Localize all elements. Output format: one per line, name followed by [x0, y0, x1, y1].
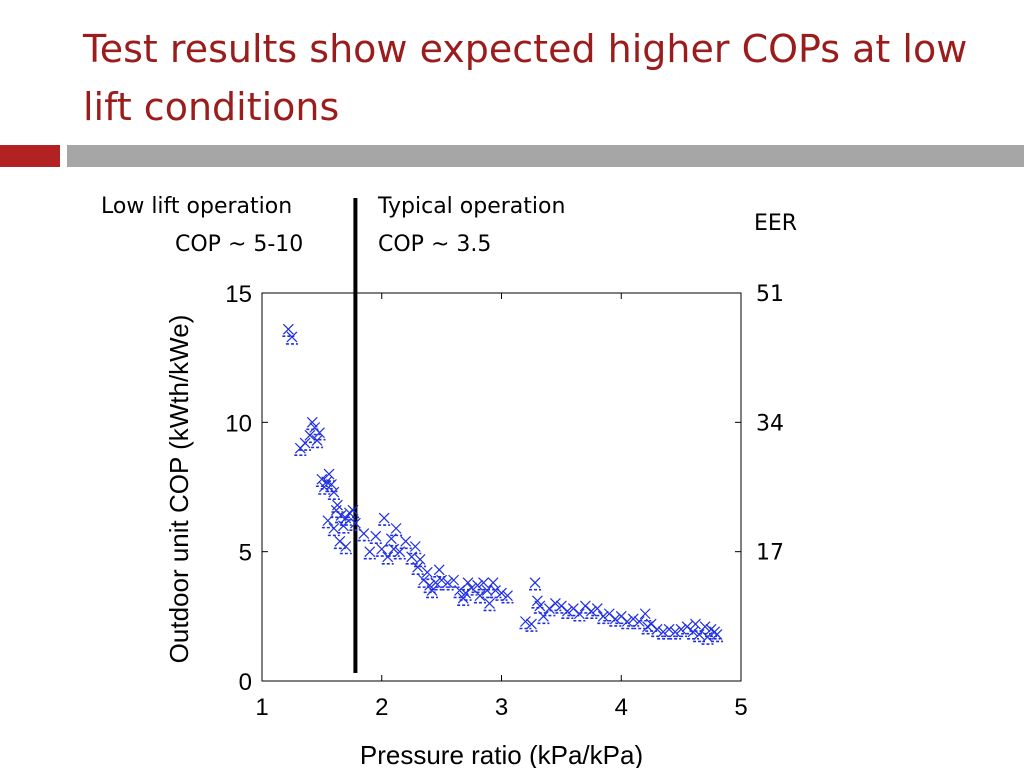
data-point [369, 530, 382, 544]
data-point [333, 535, 346, 550]
data-point [495, 587, 508, 601]
data-point [387, 543, 400, 557]
data-point [597, 610, 610, 625]
data-point [711, 629, 724, 643]
data-point [585, 605, 598, 619]
x-tick-label: 3 [495, 694, 508, 721]
data-point [669, 626, 682, 640]
data-point [393, 546, 406, 560]
data-point [411, 561, 424, 575]
y-tick-label: 5 [239, 540, 252, 567]
data-point [390, 522, 403, 537]
data-point [699, 621, 712, 635]
data-point [294, 442, 307, 457]
data-point [549, 597, 562, 612]
data-point [375, 543, 388, 557]
data-point [441, 577, 454, 591]
x-tick-label: 4 [615, 694, 628, 721]
data-point [663, 623, 676, 638]
data-point [471, 579, 484, 594]
data-point [337, 520, 350, 534]
y-axis-label: Outdoor unit COP (kWth/kWe) [164, 315, 194, 664]
data-point [313, 427, 326, 441]
typical-operation-cop: COP ~ 3.5 [378, 232, 492, 257]
data-point [323, 468, 336, 482]
data-point [461, 577, 474, 591]
data-point [318, 481, 331, 495]
eer-tick-label: 17 [756, 541, 784, 566]
x-tick-label: 5 [734, 694, 747, 721]
data-point [282, 323, 295, 338]
data-point [627, 613, 640, 627]
y-tick-label: 0 [239, 669, 252, 696]
data-point [483, 597, 496, 612]
data-point [421, 566, 434, 581]
data-point [349, 517, 362, 532]
data-point [525, 618, 538, 632]
data-point [489, 585, 502, 599]
title-divider-bar [67, 145, 1024, 167]
data-point [531, 595, 544, 609]
data-point [381, 551, 394, 565]
data-point [529, 577, 542, 591]
data-point [447, 574, 460, 588]
data-point [481, 585, 494, 599]
data-point [639, 608, 652, 622]
data-point [339, 541, 352, 555]
data-point [321, 515, 334, 529]
data-point [433, 564, 446, 578]
eer-label: EER [754, 211, 798, 236]
x-tick-label: 1 [255, 694, 268, 721]
data-point [561, 605, 574, 619]
data-point [414, 554, 427, 568]
data-point [675, 623, 688, 638]
y-tick-label: 15 [225, 281, 252, 308]
x-axis-label: Pressure ratio (kPa/kPa) [360, 740, 643, 768]
title-accent-bar [0, 145, 60, 167]
typical-operation-label: Typical operation [378, 194, 566, 219]
data-point [609, 613, 622, 627]
data-point [435, 574, 448, 588]
data-point [378, 512, 391, 526]
y-tick-label: 10 [225, 410, 252, 437]
data-point [591, 603, 604, 617]
data-point [687, 626, 700, 640]
data-point [285, 331, 298, 345]
data-point [327, 522, 340, 537]
data-point [501, 590, 514, 604]
data-point [306, 416, 319, 431]
x-tick-label: 2 [375, 694, 388, 721]
data-point [357, 528, 370, 542]
low-lift-cop: COP ~ 5-10 [175, 232, 304, 257]
data-point [311, 435, 324, 449]
low-lift-label: Low lift operation [101, 194, 293, 219]
data-point [409, 541, 422, 555]
data-point [363, 546, 376, 560]
data-point [651, 623, 664, 638]
data-point [473, 590, 486, 604]
data-point [621, 616, 634, 630]
data-point [385, 533, 398, 547]
eer-tick-label: 34 [756, 411, 784, 436]
data-point [429, 577, 442, 591]
data-point [417, 574, 430, 588]
data-point [399, 535, 412, 550]
data-point [519, 616, 532, 630]
data-point [657, 626, 670, 640]
eer-tick-label: 51 [756, 282, 784, 307]
data-point [347, 504, 360, 519]
data-point [327, 486, 340, 500]
data-point [331, 499, 344, 513]
slide-title: Test results show expected higher COPs a… [83, 27, 968, 129]
